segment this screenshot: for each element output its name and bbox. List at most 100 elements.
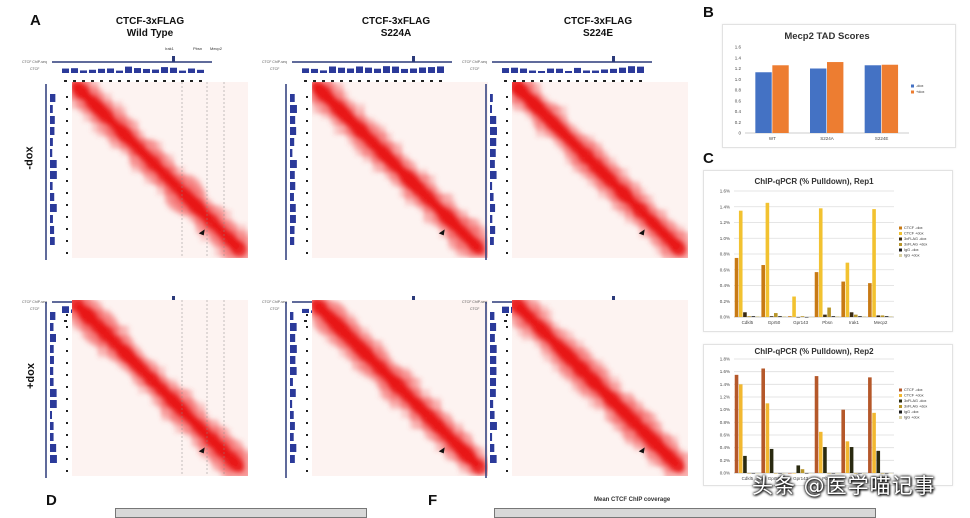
track-tick: [172, 80, 175, 82]
track-bar: [62, 306, 69, 313]
vtrack-tick: [506, 362, 508, 364]
watermark: 头条 @医学喵记事: [752, 474, 936, 498]
vtrack-bar: [290, 400, 293, 408]
track-bar: [179, 70, 186, 73]
bar-igg-dox: [831, 473, 836, 474]
vtrack-bar: [490, 367, 497, 375]
vtrack-bar: [490, 182, 493, 190]
track-bar: [592, 70, 599, 73]
legend-entry: CTCF +dox: [904, 394, 924, 398]
arrowhead-icon: [638, 447, 645, 454]
vtrack-tick: [306, 204, 308, 206]
vtrack-bar: [490, 433, 493, 441]
legend-swatch: [899, 226, 902, 230]
diagonal-contact: [673, 461, 685, 473]
vtrack-bar: [290, 215, 296, 223]
legend-swatch: [899, 405, 902, 408]
vtrack-tick: [306, 156, 308, 158]
vtrack-bar: [50, 160, 57, 168]
x-tick-label: Gpr143: [793, 320, 809, 325]
track-bar: [502, 68, 509, 73]
x-tick-label: S224E: [875, 136, 889, 141]
vtrack-bar: [290, 455, 295, 463]
track-label: CTCF ChIP-seq: [22, 300, 47, 304]
chip-qpcr-rep1-svg: ChIP-qPCR (% Pulldown), Rep1 0.0% 0.2% 0.4%…: [720, 177, 928, 325]
heatmap-contacts: [312, 300, 488, 476]
vtrack-tick: [306, 108, 308, 110]
chart-title: ChIP-qPCR (% Pulldown), Rep1: [754, 177, 874, 186]
panel-f-plot-frame: [494, 508, 876, 518]
vtrack-bar: [490, 455, 497, 463]
vtrack-bar: [50, 226, 55, 234]
track-tick: [313, 80, 316, 82]
vtrack-bar: [290, 367, 297, 375]
track-bar: [583, 70, 590, 73]
vtrack-bar: [290, 226, 295, 234]
vtrack-tick: [66, 422, 68, 424]
bar-3xflag-dox: [854, 314, 858, 317]
vtrack-tick: [66, 120, 68, 122]
track-bar: [383, 66, 390, 73]
track-bar: [601, 69, 608, 73]
track-bar: [125, 66, 132, 73]
y-tick-label: 0.2%: [720, 299, 730, 304]
vtrack-bar: [50, 444, 57, 452]
track-tick: [576, 80, 579, 82]
track-bar: [565, 70, 572, 73]
y-tick-label: 1.6: [735, 45, 742, 50]
bar-igg-dox: [835, 473, 840, 474]
bar-3xflag-dox: [747, 316, 751, 317]
track-bar: [401, 68, 408, 73]
arrowhead-icon: [638, 229, 645, 236]
bar-ctcf-dox: [868, 283, 872, 317]
vtrack-tick: [306, 446, 308, 448]
tad-scores-svg: Mecp2 TAD Scores 0 0.2 0.4 0.6 0.8 1.0 1.2 1.4 1.…: [735, 31, 925, 141]
column-title-line2: S224E: [582, 28, 614, 39]
legend-entry: CTCF -dox: [904, 388, 923, 392]
vtrack-tick: [506, 240, 508, 242]
bar-ctcf-dox: [841, 281, 845, 317]
bar-3xflag-dox: [747, 473, 751, 474]
track-bar: [619, 67, 626, 73]
vtrack-bar: [50, 193, 55, 201]
track-tick: [549, 80, 552, 82]
track-bar: [320, 70, 327, 73]
legend-swatch: [899, 248, 902, 252]
track-tick: [349, 80, 352, 82]
vtrack-tick: [306, 362, 308, 364]
bar--dox: [864, 65, 882, 133]
track-bar: [419, 67, 426, 73]
vtrack-tick: [506, 156, 508, 158]
row-label-plus-dox: +dox: [24, 363, 37, 389]
bar-ctcf-dox: [814, 376, 819, 473]
track-bar: [302, 68, 309, 73]
vtrack-tick: [506, 422, 508, 424]
vtrack-bar: [290, 433, 294, 441]
vtrack-bar: [50, 378, 54, 386]
track-tick: [522, 80, 525, 82]
vtrack-bar: [290, 182, 296, 190]
vtrack-tick: [66, 314, 68, 316]
legend-swatch: [911, 90, 914, 94]
vtrack-tick: [306, 314, 308, 316]
vtrack-bar: [490, 226, 496, 234]
vtrack-bar: [490, 204, 496, 212]
heatmap-contacts: [512, 82, 688, 258]
x-tick-label: Irak1: [849, 476, 860, 481]
bar-3xflag-dox: [823, 447, 827, 473]
vtrack-tick: [306, 422, 308, 424]
vtrack-bar: [290, 105, 297, 113]
vtrack-bar: [50, 389, 57, 397]
track-tick: [199, 80, 202, 82]
chip-qpcr-rep2-svg: ChIP-qPCR (% Pulldown), Rep2 0.0% 0.2% 0.4%…: [720, 347, 928, 481]
bar-igg-dox: [809, 473, 813, 474]
vtrack-bar: [490, 400, 494, 408]
vtrack-tick: [506, 470, 508, 472]
x-tick-label: WT: [769, 136, 776, 141]
tad-scores-chart: Mecp2 TAD Scores 0 0.2 0.4 0.6 0.8 1.0 1.2 1.4 1.…: [722, 24, 956, 148]
vtrack-tick: [306, 240, 308, 242]
vtrack-tick: [306, 350, 308, 352]
legend-swatch: [899, 254, 902, 257]
wt-annotation-irak1: Irak1: [165, 46, 174, 51]
track-label: CTCF ChIP-seq: [262, 300, 287, 304]
